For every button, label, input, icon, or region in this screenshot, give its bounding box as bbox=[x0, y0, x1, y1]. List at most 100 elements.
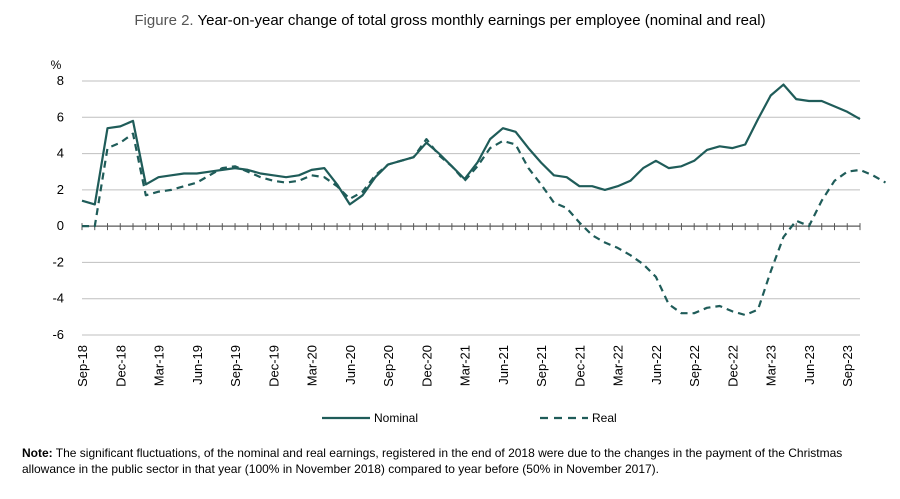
x-axis bbox=[81, 223, 861, 231]
note-text: The significant fluctuations, of the nom… bbox=[22, 446, 843, 476]
data-point-nominal bbox=[821, 100, 822, 101]
data-point-nominal bbox=[668, 167, 669, 168]
x-tick-label: Mar-19 bbox=[152, 345, 167, 386]
data-point-real bbox=[719, 305, 720, 306]
x-tick-label: Dec-20 bbox=[419, 345, 434, 387]
data-point-nominal bbox=[592, 186, 593, 187]
gridlines bbox=[82, 80, 860, 336]
data-point-nominal bbox=[209, 171, 210, 172]
data-point-real bbox=[681, 313, 682, 314]
data-point-real bbox=[94, 226, 95, 227]
data-point-real bbox=[770, 271, 771, 272]
data-point-nominal bbox=[260, 173, 261, 174]
data-point-nominal bbox=[285, 177, 286, 178]
data-point-real bbox=[617, 247, 618, 248]
data-point-nominal bbox=[132, 120, 133, 121]
data-point-real bbox=[107, 148, 108, 149]
x-tick-label: Dec-21 bbox=[572, 345, 587, 387]
data-point-nominal bbox=[298, 175, 299, 176]
data-point-nominal bbox=[247, 169, 248, 170]
data-point-real bbox=[196, 182, 197, 183]
x-tick-label: Sep-18 bbox=[75, 345, 90, 387]
x-tick-label: Dec-18 bbox=[113, 345, 128, 387]
data-point-nominal bbox=[757, 119, 758, 120]
data-point-real bbox=[847, 171, 848, 172]
data-point-real bbox=[834, 180, 835, 181]
data-point-real bbox=[336, 186, 337, 187]
x-tick-label: Jun-22 bbox=[649, 345, 664, 385]
y-axis-unit-label: % bbox=[51, 58, 62, 72]
data-point-nominal bbox=[655, 160, 656, 161]
data-point-real bbox=[362, 191, 363, 192]
data-point-real bbox=[451, 166, 452, 167]
data-point-real bbox=[643, 264, 644, 265]
data-point-real bbox=[158, 191, 159, 192]
data-point-real bbox=[311, 175, 312, 176]
data-point-nominal bbox=[349, 204, 350, 205]
data-point-nominal bbox=[808, 100, 809, 101]
data-point-nominal bbox=[273, 175, 274, 176]
figure-title: Year-on-year change of total gross month… bbox=[197, 12, 766, 29]
data-point-nominal bbox=[362, 195, 363, 196]
data-point-real bbox=[490, 148, 491, 149]
data-point-real bbox=[502, 140, 503, 141]
data-point-real bbox=[285, 182, 286, 183]
data-point-nominal bbox=[694, 160, 695, 161]
x-tick-label: Mar-21 bbox=[458, 345, 473, 386]
data-point-real bbox=[375, 175, 376, 176]
data-point-nominal bbox=[490, 138, 491, 139]
series-line-nominal bbox=[81, 83, 861, 206]
data-point-nominal bbox=[81, 200, 82, 201]
data-point-nominal bbox=[706, 149, 707, 150]
x-tick-label: Jun-23 bbox=[802, 345, 817, 385]
data-point-real bbox=[222, 167, 223, 168]
data-point-real bbox=[387, 164, 388, 165]
data-point-real bbox=[821, 200, 822, 201]
data-point-real bbox=[477, 166, 478, 167]
data-point-real bbox=[247, 171, 248, 172]
x-tick-label: Jun-19 bbox=[190, 345, 205, 385]
y-tick-label: -4 bbox=[52, 291, 64, 306]
data-point-nominal bbox=[553, 175, 554, 176]
data-point-nominal bbox=[171, 175, 172, 176]
y-tick-label: 0 bbox=[57, 218, 64, 233]
x-axis-labels: Sep-18 Dec-18 Mar-19 Jun-19 Sep-19 Dec-19 Mar-… bbox=[75, 345, 855, 387]
data-point-nominal bbox=[515, 131, 516, 132]
x-tick-label: Mar-20 bbox=[305, 345, 320, 386]
x-tick-label: Dec-19 bbox=[266, 345, 281, 387]
data-point-real bbox=[515, 144, 516, 145]
x-tick-label: Sep-23 bbox=[840, 345, 855, 387]
data-point-real bbox=[298, 180, 299, 181]
data-point-nominal bbox=[426, 142, 427, 143]
data-point-nominal bbox=[324, 167, 325, 168]
data-point-nominal bbox=[783, 84, 784, 85]
data-point-nominal bbox=[617, 186, 618, 187]
data-point-real bbox=[324, 177, 325, 178]
data-point-nominal bbox=[375, 177, 376, 178]
data-point-nominal bbox=[120, 126, 121, 127]
data-point-real bbox=[694, 313, 695, 314]
y-tick-label: -2 bbox=[52, 254, 64, 269]
data-point-real bbox=[745, 314, 746, 315]
data-point-real bbox=[885, 182, 886, 183]
data-point-nominal bbox=[834, 106, 835, 107]
data-point-nominal bbox=[477, 162, 478, 163]
y-tick-label: 2 bbox=[57, 182, 64, 197]
x-tick-label: Sep-20 bbox=[381, 345, 396, 387]
data-point-real bbox=[553, 202, 554, 203]
figure-number: Figure 2. bbox=[134, 12, 194, 29]
data-point-real bbox=[209, 175, 210, 176]
data-point-real bbox=[808, 226, 809, 227]
x-tick-label: Sep-22 bbox=[687, 345, 702, 387]
data-point-nominal bbox=[604, 189, 605, 190]
note-label: Note: bbox=[22, 446, 53, 460]
data-point-real bbox=[872, 175, 873, 176]
data-point-real bbox=[655, 276, 656, 277]
data-point-real bbox=[541, 184, 542, 185]
data-point-real bbox=[132, 133, 133, 134]
data-point-real bbox=[260, 177, 261, 178]
data-point-real bbox=[604, 242, 605, 243]
data-point-real bbox=[171, 189, 172, 190]
data-point-nominal bbox=[196, 173, 197, 174]
